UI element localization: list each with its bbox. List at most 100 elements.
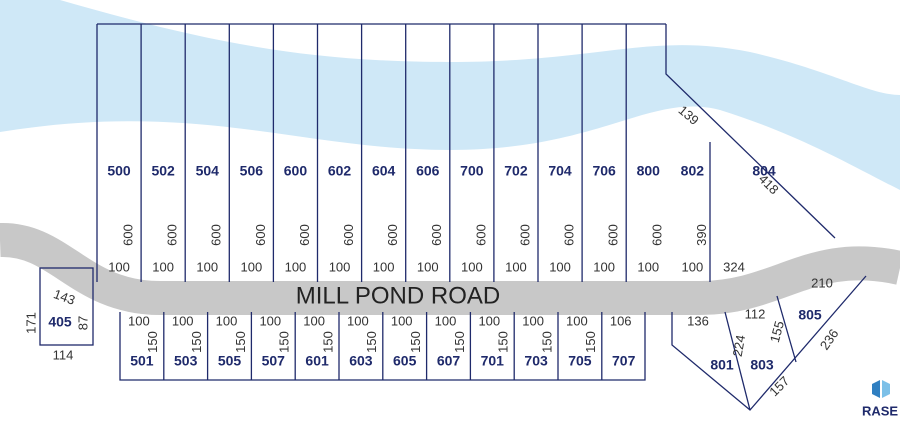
lot-number: 500 [107,163,131,179]
lot-depth: 600 [562,224,577,246]
road [0,223,900,315]
lot-depth: 390 [694,224,709,246]
lot-frontage: 143 [52,286,78,308]
lot-frontage: 100 [373,259,395,274]
lot-depth: 150 [145,331,160,353]
lot-depth: 600 [253,224,268,246]
east-lots-boundary [671,275,867,411]
lot-number: 601 [305,353,329,369]
lot-frontage: 106 [610,313,632,328]
lot-number: 507 [262,353,286,369]
lot-number: 607 [437,353,461,369]
lot-frontage: 100 [152,259,174,274]
lot-number: 803 [750,357,774,373]
logo-text: RASE [862,403,898,418]
lot-frontage: 100 [566,313,588,328]
logo-icon [882,380,890,398]
lot-depth: 150 [539,331,554,353]
lot-number: 501 [130,353,154,369]
lot-depth: 150 [364,331,379,353]
logo: RASE [862,380,898,418]
lot-frontage: 100 [681,259,703,274]
lot-frontage: 100 [505,259,527,274]
lot-number: 700 [460,163,484,179]
lot-number: 701 [481,353,505,369]
lot-frontage: 100 [329,259,351,274]
lot-depth: 600 [341,224,356,246]
lot-depth: 150 [452,331,467,353]
lot-frontage: 100 [303,313,325,328]
lot-frontage: 100 [478,313,500,328]
lot-number: 604 [372,163,396,179]
lot-number: 706 [592,163,616,179]
lot-side: 87 [75,316,90,330]
lot-side: 171 [23,312,38,334]
lot-405-boundary [39,267,94,346]
lot-frontage: 210 [811,275,833,290]
lot-depth: 600 [297,224,312,246]
lot-depth: 150 [233,331,248,353]
lot-depth: 150 [583,331,598,353]
lot-number: 405 [48,314,72,330]
lot-frontage: 100 [240,259,262,274]
lot-number: 805 [798,307,822,323]
lot-depth: 600 [473,224,488,246]
lot-frontage: 100 [461,259,483,274]
lot-depth: 600 [209,224,224,246]
lot-side: 155 [767,319,787,344]
lot-frontage: 100 [108,259,130,274]
lot-depth: 600 [517,224,532,246]
lot-number: 705 [568,353,592,369]
road-name: MILL POND ROAD [296,282,500,309]
lot-depth: 150 [277,331,292,353]
lot-number: 702 [504,163,528,179]
lot-frontage: 100 [417,259,439,274]
lot-frontage: 100 [285,259,307,274]
lot-rear: 157 [766,373,792,399]
lot-number: 600 [284,163,308,179]
lot-number: 801 [710,357,734,373]
lot-number: 804 [752,163,776,179]
lot-depth: 600 [121,224,136,246]
lot-depth: 150 [496,331,511,353]
lot-depth: 150 [408,331,423,353]
lot-number: 704 [548,163,572,179]
lot-number: 605 [393,353,417,369]
logo-icon [872,380,880,398]
lot-frontage: 100 [522,313,544,328]
lot-frontage: 100 [593,259,615,274]
lot-depth: 600 [165,224,180,246]
lot-frontage: 100 [549,259,571,274]
lot-depth: 600 [606,224,621,246]
lot-depth: 600 [429,224,444,246]
lot-frontage: 100 [172,313,194,328]
lot-side: 224 [730,334,749,358]
lot-frontage: 100 [637,259,659,274]
lot-frontage: 100 [259,313,281,328]
lot-frontage: 112 [745,306,766,321]
lot-depth: 600 [650,224,665,246]
lot-number: 506 [240,163,264,179]
lot-number: 707 [612,353,636,369]
lot-number: 800 [637,163,661,179]
lot-frontage: 100 [216,313,238,328]
lot-number: 502 [151,163,175,179]
lot-number: 503 [174,353,198,369]
lot-number: 703 [524,353,548,369]
lot-frontage: 324 [723,259,745,274]
lot-frontage: 100 [435,313,457,328]
lot-frontage: 100 [391,313,413,328]
lot-frontage: 100 [196,259,218,274]
lot-802-804-boundary [665,24,836,282]
lot-depth: 150 [189,331,204,353]
lot-frontage: 100 [128,313,150,328]
lot-number: 802 [681,163,705,179]
lot-number: 606 [416,163,440,179]
lot-number: 505 [218,353,242,369]
lot-rear: 114 [53,347,74,362]
lot-frontage: 100 [347,313,369,328]
lot-depth: 600 [385,224,400,246]
lot-frontage: 136 [687,313,709,328]
lot-side: 236 [817,326,842,352]
